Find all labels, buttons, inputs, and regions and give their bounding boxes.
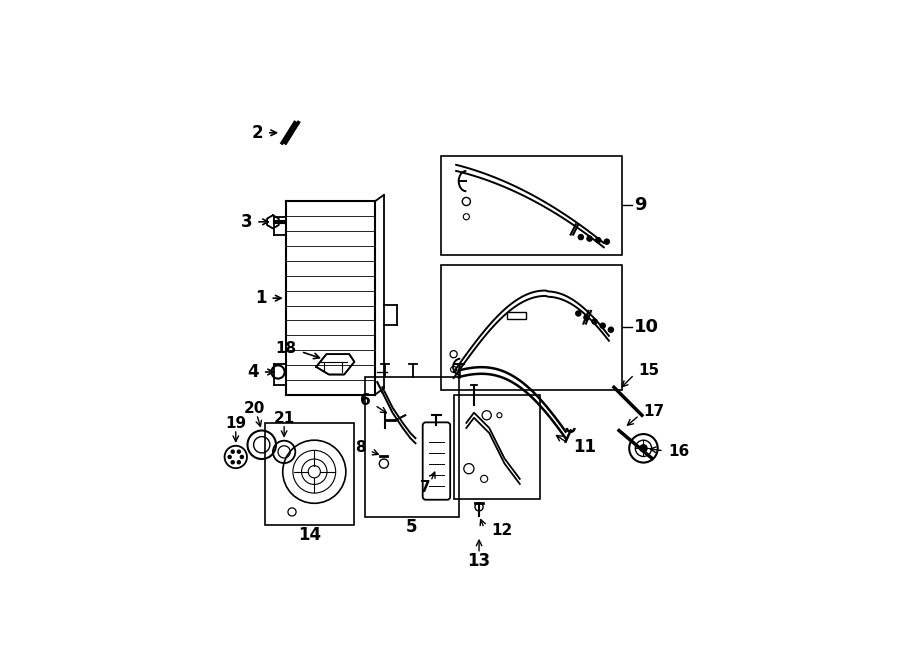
Text: 15: 15 <box>638 363 660 378</box>
Text: 12: 12 <box>491 524 513 538</box>
FancyBboxPatch shape <box>423 422 450 500</box>
Text: 16: 16 <box>668 444 689 459</box>
Text: 10: 10 <box>634 319 660 336</box>
Text: 13: 13 <box>467 553 491 570</box>
Text: 7: 7 <box>420 480 431 495</box>
Text: 2: 2 <box>251 124 263 141</box>
Circle shape <box>238 461 240 464</box>
Text: 19: 19 <box>225 416 247 432</box>
Circle shape <box>629 434 658 463</box>
Text: 3: 3 <box>240 213 252 231</box>
Circle shape <box>231 450 234 453</box>
Circle shape <box>228 455 231 459</box>
Circle shape <box>640 445 647 452</box>
Bar <box>454 395 540 499</box>
Bar <box>507 312 526 319</box>
Circle shape <box>587 236 592 241</box>
Circle shape <box>475 503 483 511</box>
Text: 8: 8 <box>355 440 365 455</box>
Text: 20: 20 <box>243 401 265 416</box>
Circle shape <box>604 239 609 244</box>
Text: 21: 21 <box>274 411 295 426</box>
Bar <box>266 423 355 525</box>
Circle shape <box>592 319 597 324</box>
Circle shape <box>596 237 600 243</box>
Text: 1: 1 <box>255 289 266 307</box>
Circle shape <box>231 461 234 464</box>
Bar <box>441 265 622 390</box>
Circle shape <box>238 450 240 453</box>
Text: 9: 9 <box>634 196 647 214</box>
Polygon shape <box>316 354 355 375</box>
Text: 5: 5 <box>406 518 418 536</box>
Text: 11: 11 <box>573 438 596 456</box>
Text: 18: 18 <box>275 340 297 356</box>
Bar <box>364 377 459 517</box>
Text: 17: 17 <box>644 404 664 418</box>
Circle shape <box>579 235 583 240</box>
Circle shape <box>576 311 580 316</box>
Circle shape <box>584 315 589 320</box>
Text: 4: 4 <box>248 363 258 381</box>
Bar <box>441 156 622 255</box>
Polygon shape <box>267 215 279 229</box>
Circle shape <box>608 327 614 332</box>
Text: 14: 14 <box>298 526 321 544</box>
Circle shape <box>600 323 606 329</box>
Circle shape <box>240 455 243 459</box>
Text: 6: 6 <box>360 393 371 408</box>
